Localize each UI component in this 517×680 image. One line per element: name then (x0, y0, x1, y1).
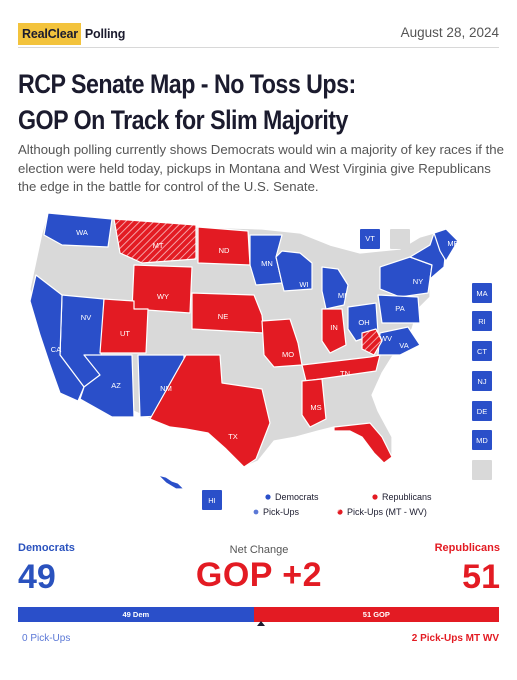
legend-rep-pickup-text: Pick-Ups (MT - WV) (347, 507, 427, 517)
legend-dem-dot (265, 494, 271, 500)
legend-rep-text: Republicans (382, 492, 432, 502)
logo-polling: Polling (84, 27, 126, 41)
headline-line-1: RCP Senate Map - No Toss Ups: (18, 69, 356, 99)
state-mi (321, 266, 349, 310)
label-ms: MS (310, 403, 321, 412)
label-ma: MA (476, 289, 487, 298)
label-va: VA (399, 341, 408, 350)
label-mn: MN (261, 259, 273, 268)
state-hi-islands (157, 474, 185, 490)
state-wa (43, 212, 113, 248)
label-de: DE (477, 407, 487, 416)
rep-label: Republicans (434, 542, 500, 554)
rep-seat-count: 51 (462, 558, 500, 596)
label-nj: NJ (477, 377, 486, 386)
state-me (433, 228, 459, 262)
label-ne: NE (218, 312, 228, 321)
label-tn: TN (340, 369, 350, 378)
bar-rep-segment: 51 GOP (253, 607, 499, 622)
majority-marker (257, 621, 265, 626)
dem-pickups: 0 Pick-Ups (22, 633, 71, 644)
label-wa: WA (76, 228, 88, 237)
dem-label: Democrats (18, 542, 75, 554)
label-mi: MI (338, 291, 346, 300)
label-wv: WV (380, 334, 392, 343)
label-oh: OH (358, 318, 369, 327)
label-nv: NV (81, 313, 91, 322)
label-nm: NM (160, 384, 172, 393)
headline-line-2: GOP On Track for Slim Majority (18, 105, 348, 135)
rep-pickups: 2 Pick-Ups MT WV (411, 633, 499, 644)
label-in: IN (330, 323, 338, 332)
box-de (472, 401, 492, 421)
label-mo: MO (282, 350, 294, 359)
state-mt (113, 218, 197, 264)
state-tx (149, 354, 271, 468)
state-fl (333, 422, 393, 464)
label-mt: MT (153, 241, 164, 250)
label-pa: PA (395, 304, 404, 313)
net-change-value: GOP +2 (195, 556, 323, 594)
label-wy: WY (157, 292, 169, 301)
label-ut: UT (120, 329, 130, 338)
label-nd: ND (219, 246, 230, 255)
us-map-svg: VT MA RI CT NJ DE MD HI WA MT ND MN WI M… (29, 212, 492, 517)
header-bar: RealClear Polling August 28, 2024 (18, 22, 499, 48)
state-pa (377, 294, 421, 324)
publish-date: August 28, 2024 (400, 25, 499, 40)
state-tn (301, 354, 381, 382)
bar-dem-segment: 49 Dem (18, 607, 254, 622)
nh-box (390, 229, 410, 249)
label-vt: VT (365, 234, 375, 243)
headline: RCP Senate Map - No Toss Ups: GOP On Tra… (18, 66, 431, 138)
box-grey (472, 460, 492, 480)
vt-box (360, 229, 380, 249)
legend-rep-dot (372, 494, 378, 500)
net-change-label: Net Change (229, 544, 289, 556)
label-me: ME (447, 239, 458, 248)
realclear-polling-logo[interactable]: RealClear Polling (18, 22, 129, 46)
label-ny: NY (413, 277, 423, 286)
seat-totals: Democrats 49 Net Change GOP +2 Republica… (18, 542, 500, 602)
state-az (79, 354, 135, 418)
state-wy (131, 264, 193, 314)
legend-dem-pickup-text: Pick-Ups (263, 507, 300, 517)
label-az: AZ (111, 381, 121, 390)
state-ms (301, 378, 327, 428)
label-ri: RI (478, 317, 486, 326)
box-ct (472, 341, 492, 361)
subtitle: Although polling currently shows Democra… (18, 142, 504, 194)
label-fl: FL (363, 446, 372, 455)
state-wv (361, 328, 383, 356)
box-ri (472, 311, 492, 331)
box-md (472, 430, 492, 450)
label-md: MD (476, 436, 488, 445)
label-ca: CA (51, 345, 61, 354)
senate-map: VT MA RI CT NJ DE MD HI WA MT ND MN WI M… (0, 205, 517, 525)
seat-balance-bar: 49 Dem 51 GOP (18, 607, 499, 626)
legend-rep-pickup-dot (337, 509, 343, 515)
box-nj (472, 371, 492, 391)
box-ma (472, 283, 492, 303)
label-ct: CT (477, 347, 487, 356)
state-wi (275, 250, 313, 292)
legend-dem-text: Democrats (275, 492, 319, 502)
legend-dem-pickup-dot (253, 509, 259, 515)
box-hi (202, 490, 222, 510)
state-nd (197, 226, 251, 266)
state-ut (99, 298, 149, 354)
state-ca (29, 274, 85, 402)
label-wi: WI (299, 280, 308, 289)
label-tx: TX (228, 432, 238, 441)
map-legend: Democrats Republicans Pick-Ups Pick-Ups … (253, 492, 432, 517)
label-hi: HI (208, 496, 216, 505)
state-va (377, 326, 421, 356)
logo-realclear: RealClear (18, 23, 81, 45)
state-in (321, 308, 347, 354)
dem-seat-count: 49 (18, 558, 56, 596)
